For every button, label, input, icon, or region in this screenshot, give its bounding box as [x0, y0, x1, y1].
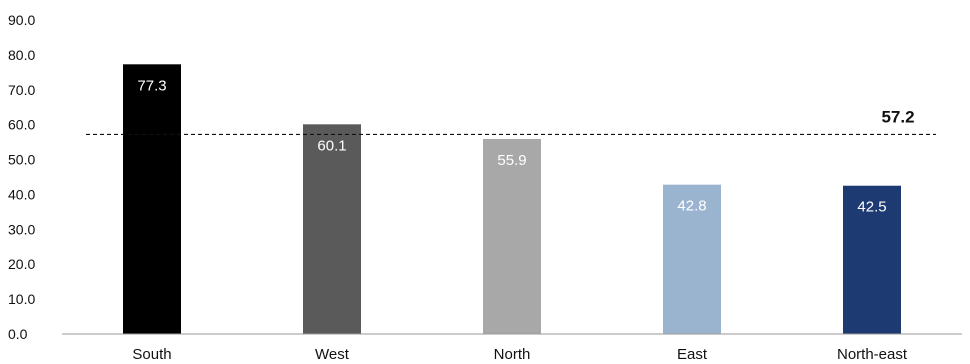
x-category-label: East — [677, 346, 708, 363]
bar-north — [483, 138, 541, 334]
average-line-group: 57.2 — [86, 107, 936, 136]
y-tick-label: 50.0 — [8, 152, 35, 168]
y-tick-label: 80.0 — [8, 47, 35, 63]
bar-south — [123, 64, 181, 334]
bar-east — [663, 184, 721, 334]
y-tick-label: 20.0 — [8, 256, 35, 272]
data-label: 55.9 — [497, 152, 526, 169]
data-label: 42.8 — [677, 198, 706, 215]
y-tick-label: 0.0 — [8, 326, 28, 342]
x-category-label: South — [132, 346, 171, 363]
data-label: 42.5 — [857, 199, 886, 216]
data-label: 77.3 — [137, 77, 166, 94]
y-axis: 0.0 10.0 20.0 30.0 40.0 50.0 60.0 70.0 80.0 90.0 — [8, 12, 35, 342]
bar-west — [303, 124, 361, 334]
average-reference-label: 57.2 — [881, 107, 914, 126]
y-tick-label: 30.0 — [8, 221, 35, 237]
y-tick-label: 70.0 — [8, 82, 35, 98]
x-category-label: North — [494, 346, 531, 363]
y-tick-label: 60.0 — [8, 117, 35, 133]
x-category-label: West — [315, 346, 350, 363]
y-tick-label: 90.0 — [8, 12, 35, 28]
x-category-label: North-east — [837, 346, 908, 363]
bar-north-east — [843, 185, 901, 334]
y-tick-label: 10.0 — [8, 291, 35, 307]
y-tick-label: 40.0 — [8, 186, 35, 202]
data-label: 60.1 — [317, 137, 346, 154]
bars: 77.3 South 60.1 West 55.9 North 42.8 East 42.5 No… — [123, 64, 908, 363]
